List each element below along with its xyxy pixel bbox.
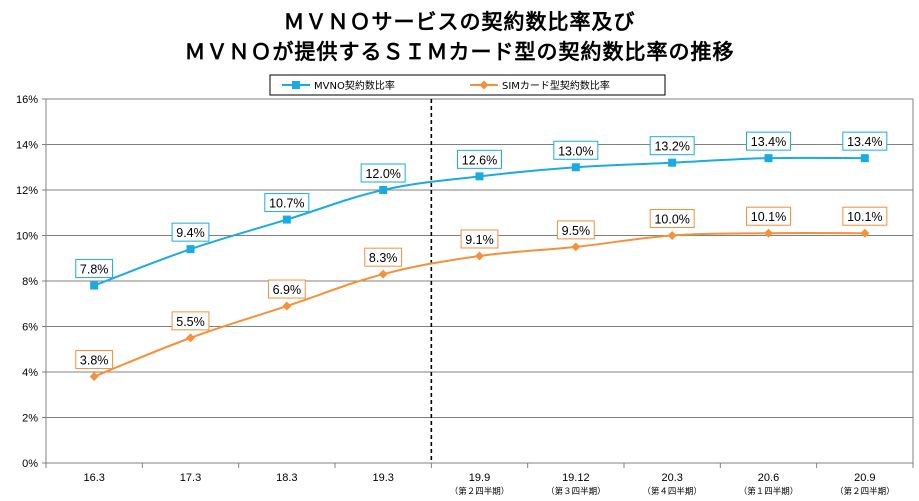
series-0-point [282, 215, 291, 224]
x-tick-label: 20.9 [854, 472, 875, 484]
series-line-1 [93, 232, 865, 378]
x-tick-sublabel: （第３四半期） [546, 486, 606, 497]
x-tick-sublabel: （第１四半期） [739, 486, 799, 497]
data-label: 13.4% [847, 135, 882, 149]
data-label-box [264, 193, 310, 213]
data-label-box [460, 229, 499, 249]
data-label-box [842, 131, 888, 151]
y-tick-label: 14% [16, 140, 38, 152]
data-label: 9.4% [176, 226, 205, 240]
series-line-0 [93, 156, 865, 287]
data-label-box [75, 259, 114, 279]
data-label: 10.7% [269, 197, 304, 211]
data-label-box [649, 136, 695, 156]
data-label-box [746, 206, 791, 226]
series-0-point [186, 245, 195, 254]
series-0-point [379, 186, 388, 194]
series-1-point [89, 372, 99, 382]
data-label-box [75, 350, 114, 370]
x-tick-sublabel: （第２四半期） [450, 486, 510, 497]
chart-title-line1: ＭＶＮＯサービスの契約数比率及び [283, 10, 636, 34]
x-tick-label: 20.6 [758, 472, 779, 484]
series-1-point [860, 228, 870, 238]
series-1-point [571, 242, 581, 252]
data-label: 7.8% [80, 263, 109, 277]
data-label: 12.6% [462, 153, 497, 167]
y-tick-label: 16% [16, 94, 38, 106]
y-tick-label: 6% [22, 322, 38, 334]
x-tick-label: 17.3 [180, 472, 201, 484]
y-tick-label: 12% [16, 185, 38, 197]
gridlines [45, 98, 914, 464]
x-tick-label: 19.3 [372, 472, 393, 484]
data-label: 12.0% [365, 167, 400, 181]
data-label-box [457, 149, 502, 169]
legend-box [269, 74, 666, 96]
series-0-point [668, 158, 677, 167]
series-1-point [186, 333, 195, 343]
data-label: 6.9% [273, 283, 302, 297]
data-label-box [267, 279, 306, 299]
data-label: 13.0% [558, 144, 593, 158]
legend-label-1: SIMカード型契約数比率 [502, 79, 610, 92]
series-0-point [90, 281, 99, 290]
data-labels: 7.8% 9.4% 10.7% 12.0% 12.6% 13.0% 13.2% 13.4% 13… [75, 131, 888, 370]
y-tick-label: 8% [22, 276, 38, 288]
data-label-box [171, 311, 210, 331]
y-tick-label: 0% [22, 458, 38, 470]
data-label: 9.5% [562, 224, 591, 238]
data-label-box [360, 163, 406, 183]
data-label: 9.1% [465, 233, 494, 247]
series-0-point [764, 154, 773, 163]
data-label: 3.8% [80, 354, 109, 368]
x-tick-label: 20.3 [661, 472, 682, 484]
legend-marker-diamond [479, 80, 489, 90]
x-tick-label: 18.3 [276, 472, 297, 484]
data-label: 13.2% [654, 140, 689, 154]
data-label: 13.4% [751, 135, 786, 149]
axes: 0% 2% 4% 6% 8% 10% 12% 14% 16% 16.3 17.3 18.3 19.3 19… [16, 94, 914, 497]
legend: MVNO契約数比率 SIMカード型契約数比率 [269, 74, 666, 96]
chart-title-line2: ＭＶＮＯが提供するＳＩＭカード型の契約数比率の推移 [184, 40, 735, 64]
series-1-point [378, 269, 388, 279]
x-tick-label: 19.12 [562, 472, 590, 484]
x-tick-label: 16.3 [83, 472, 104, 484]
series-1-point [764, 228, 773, 238]
x-tick-label: 19.9 [469, 472, 490, 484]
data-label-box [649, 209, 695, 228]
data-label: 10.1% [847, 210, 882, 224]
series-0-point [860, 154, 869, 163]
series-0-point [571, 163, 580, 172]
legend-label-0: MVNO契約数比率 [314, 79, 395, 92]
data-label-box [556, 220, 595, 240]
data-label: 10.0% [654, 213, 689, 227]
series-lines [89, 154, 870, 382]
series-1-point [282, 301, 292, 311]
x-tick-sublabel: （第２四半期） [835, 486, 895, 497]
data-label: 8.3% [369, 251, 398, 265]
data-label-box [746, 131, 791, 151]
y-tick-label: 4% [22, 367, 38, 379]
series-1-point [475, 251, 484, 261]
legend-marker-square [292, 81, 300, 89]
data-label: 5.5% [176, 315, 205, 329]
series-1-point [667, 231, 677, 240]
y-tick-label: 2% [22, 413, 38, 425]
data-label-box [364, 247, 403, 267]
data-label: 10.1% [751, 210, 786, 224]
y-tick-label: 10% [16, 231, 38, 243]
data-label-box [842, 206, 888, 226]
series-0-point [475, 172, 484, 181]
data-label-box [171, 222, 210, 242]
x-tick-sublabel: （第４四半期） [642, 486, 702, 497]
data-label-box [553, 140, 599, 160]
